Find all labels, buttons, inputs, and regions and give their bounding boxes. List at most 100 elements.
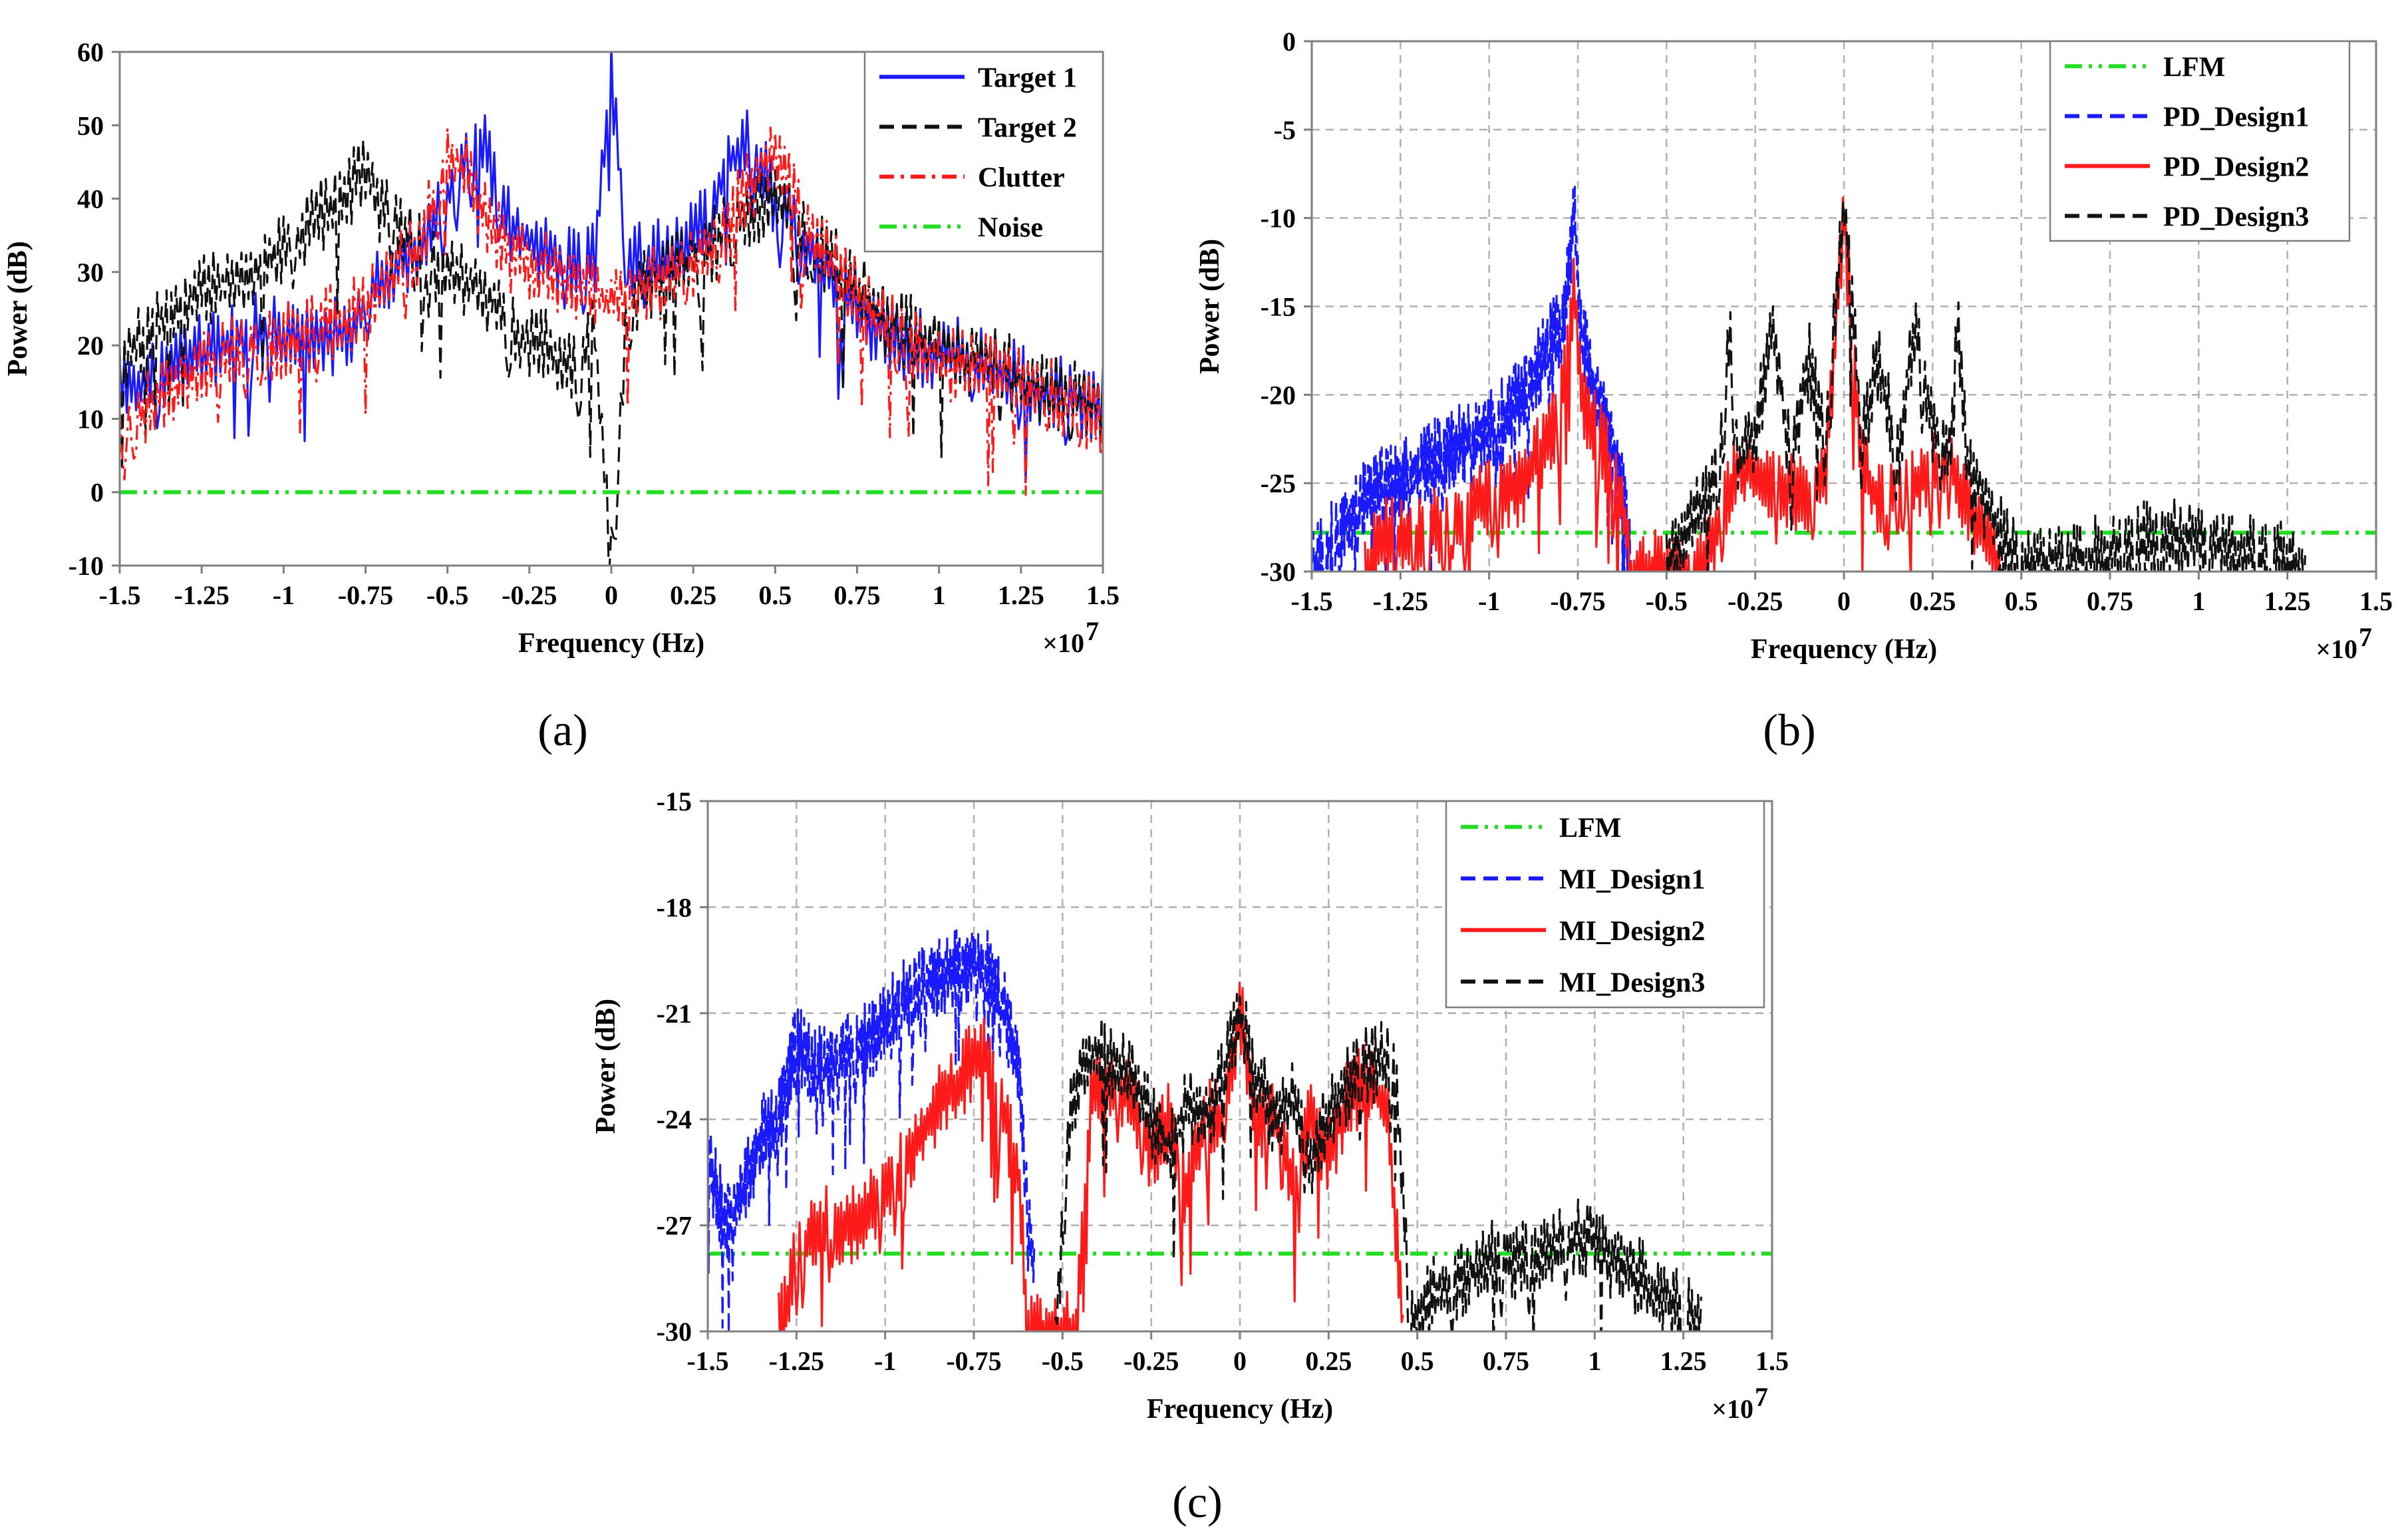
legend-label: MI_Design2 — [1559, 916, 1705, 947]
y-tick-label: -21 — [657, 999, 692, 1029]
x-tick-label: 0.75 — [834, 580, 881, 610]
y-tick-label: -20 — [1261, 380, 1296, 410]
series-line-target-2 — [120, 138, 1103, 566]
x-tick-label: 1.5 — [2359, 586, 2393, 616]
x-tick-label: 0 — [1233, 1346, 1247, 1376]
panel-label: (b) — [1763, 705, 1815, 755]
legend-label: PD_Design1 — [2163, 102, 2309, 133]
y-tick-label: -15 — [1261, 292, 1296, 322]
legend-label: MI_Design3 — [1559, 967, 1705, 998]
x-tick-label: 1.25 — [998, 580, 1044, 610]
y-tick-label: -25 — [1261, 468, 1296, 498]
legend-label: Noise — [978, 213, 1043, 244]
x-tick-label: 1.25 — [2264, 586, 2311, 616]
y-tick-label: -10 — [1261, 204, 1296, 234]
y-tick-label: 40 — [77, 184, 104, 214]
y-tick-label: 0 — [1282, 27, 1296, 57]
chart-panel-c: -1.5 -1.25 -1 -0.75 -0.5 -0.25 0 0.25 0.5 0.75 1 1.… — [591, 786, 1789, 1527]
x-tick-label: 0.5 — [1401, 1346, 1434, 1376]
y-axis-title: Power (dB) — [591, 999, 621, 1134]
legend-label: PD_Design2 — [2163, 152, 2309, 183]
x-axis-title: Frequency (Hz) — [518, 628, 704, 659]
x-tick-label: 1 — [1588, 1346, 1601, 1376]
x-tick-label: 0.5 — [758, 580, 792, 610]
x-tick-label: -0.5 — [1646, 586, 1688, 616]
legend-box — [1445, 800, 1765, 1009]
x-tick-label: -0.25 — [1124, 1346, 1179, 1376]
x-tick-label: -0.5 — [426, 580, 468, 610]
y-tick-label: -24 — [657, 1105, 692, 1134]
series-line-mi-design3 — [1054, 993, 1702, 1331]
x-tick-label: -0.75 — [1550, 586, 1605, 616]
x-tick-label: -0.25 — [502, 580, 557, 610]
x-tick-label: -1.5 — [98, 580, 140, 610]
legend-box — [863, 51, 1104, 253]
x-tick-label: 0.5 — [2005, 586, 2038, 616]
x-tick-label: -1 — [1478, 586, 1500, 616]
x-tick-label: -1.5 — [686, 1346, 728, 1376]
legend-label: Target 2 — [978, 113, 1077, 144]
y-tick-label: -27 — [657, 1211, 692, 1241]
y-axis-title: Power (dB) — [3, 241, 33, 376]
y-tick-label: 60 — [77, 37, 104, 67]
y-tick-label: 20 — [77, 331, 104, 361]
x-tick-label: -1.25 — [769, 1346, 824, 1376]
series-group — [120, 52, 1103, 566]
y-tick-label: 10 — [77, 404, 104, 434]
legend-label: LFM — [2163, 53, 2225, 83]
y-axis-title: Power (dB) — [1195, 239, 1225, 374]
x-tick-label: 0.25 — [670, 580, 716, 610]
x-tick-label: 1.5 — [1086, 580, 1120, 610]
y-tick-label: 30 — [77, 257, 104, 287]
x-multiplier: ×10 — [1042, 628, 1084, 658]
x-tick-label: -1 — [874, 1346, 896, 1376]
series-line-clutter — [120, 126, 1103, 496]
y-tick-label: -15 — [657, 786, 692, 816]
x-tick-label: 1.25 — [1660, 1346, 1707, 1376]
x-axis-title: Frequency (Hz) — [1147, 1394, 1333, 1425]
x-multiplier: ×10 — [2316, 634, 2357, 664]
x-tick-label: -0.25 — [1728, 586, 1783, 616]
legend-label: Clutter — [978, 163, 1065, 194]
x-multiplier-exponent: 7 — [1755, 1382, 1768, 1412]
chart-panel-a: -1.5 -1.25 -1 -0.75 -0.5 -0.25 0 0.25 0.5 0.75 1 1.… — [3, 37, 1120, 755]
x-tick-label: 1 — [2192, 586, 2205, 616]
x-tick-label: 0.25 — [1909, 586, 1956, 616]
x-tick-label: -0.5 — [1042, 1346, 1084, 1376]
x-tick-label: -1.25 — [1373, 586, 1428, 616]
x-tick-label: 0.75 — [1483, 1346, 1529, 1376]
y-tick-label: -10 — [69, 551, 104, 581]
x-tick-label: -1 — [273, 580, 295, 610]
y-tick-label: 50 — [77, 110, 104, 140]
x-tick-label: 1.5 — [1755, 1346, 1789, 1376]
legend-label: PD_Design3 — [2163, 202, 2309, 233]
legend-label: Target 1 — [978, 63, 1077, 94]
y-tick-label: -18 — [657, 892, 692, 922]
x-tick-label: 0 — [605, 580, 618, 610]
chart-panel-b: -1.5 -1.25 -1 -0.75 -0.5 -0.25 0 0.25 0.5 0.75 1 1.… — [1195, 27, 2393, 755]
x-tick-label: 0.25 — [1305, 1346, 1352, 1376]
panel-label: (a) — [537, 705, 587, 755]
legend-label: LFM — [1559, 813, 1621, 844]
x-tick-label: -1.25 — [174, 580, 229, 610]
x-tick-label: 0 — [1837, 586, 1851, 616]
legend-label: MI_Design1 — [1559, 864, 1705, 895]
y-tick-label: -30 — [1261, 557, 1296, 587]
x-tick-label: -0.75 — [338, 580, 393, 610]
x-tick-label: 1 — [933, 580, 946, 610]
x-multiplier: ×10 — [1712, 1394, 1753, 1424]
series-line-mi-design1 — [708, 929, 1036, 1331]
x-tick-label: 0.75 — [2087, 586, 2133, 616]
x-multiplier-exponent: 7 — [2359, 622, 2372, 652]
y-tick-label: -30 — [657, 1317, 692, 1347]
x-axis-title: Frequency (Hz) — [1751, 634, 1937, 665]
series-group — [708, 929, 1772, 1331]
panel-label: (c) — [1172, 1476, 1222, 1527]
series-line-pd-design3 — [1665, 200, 2306, 572]
series-group — [1312, 186, 2376, 572]
y-tick-label: 0 — [90, 478, 104, 508]
x-multiplier-exponent: 7 — [1086, 616, 1099, 646]
x-tick-label: -1.5 — [1290, 586, 1332, 616]
y-tick-label: -5 — [1274, 115, 1296, 145]
